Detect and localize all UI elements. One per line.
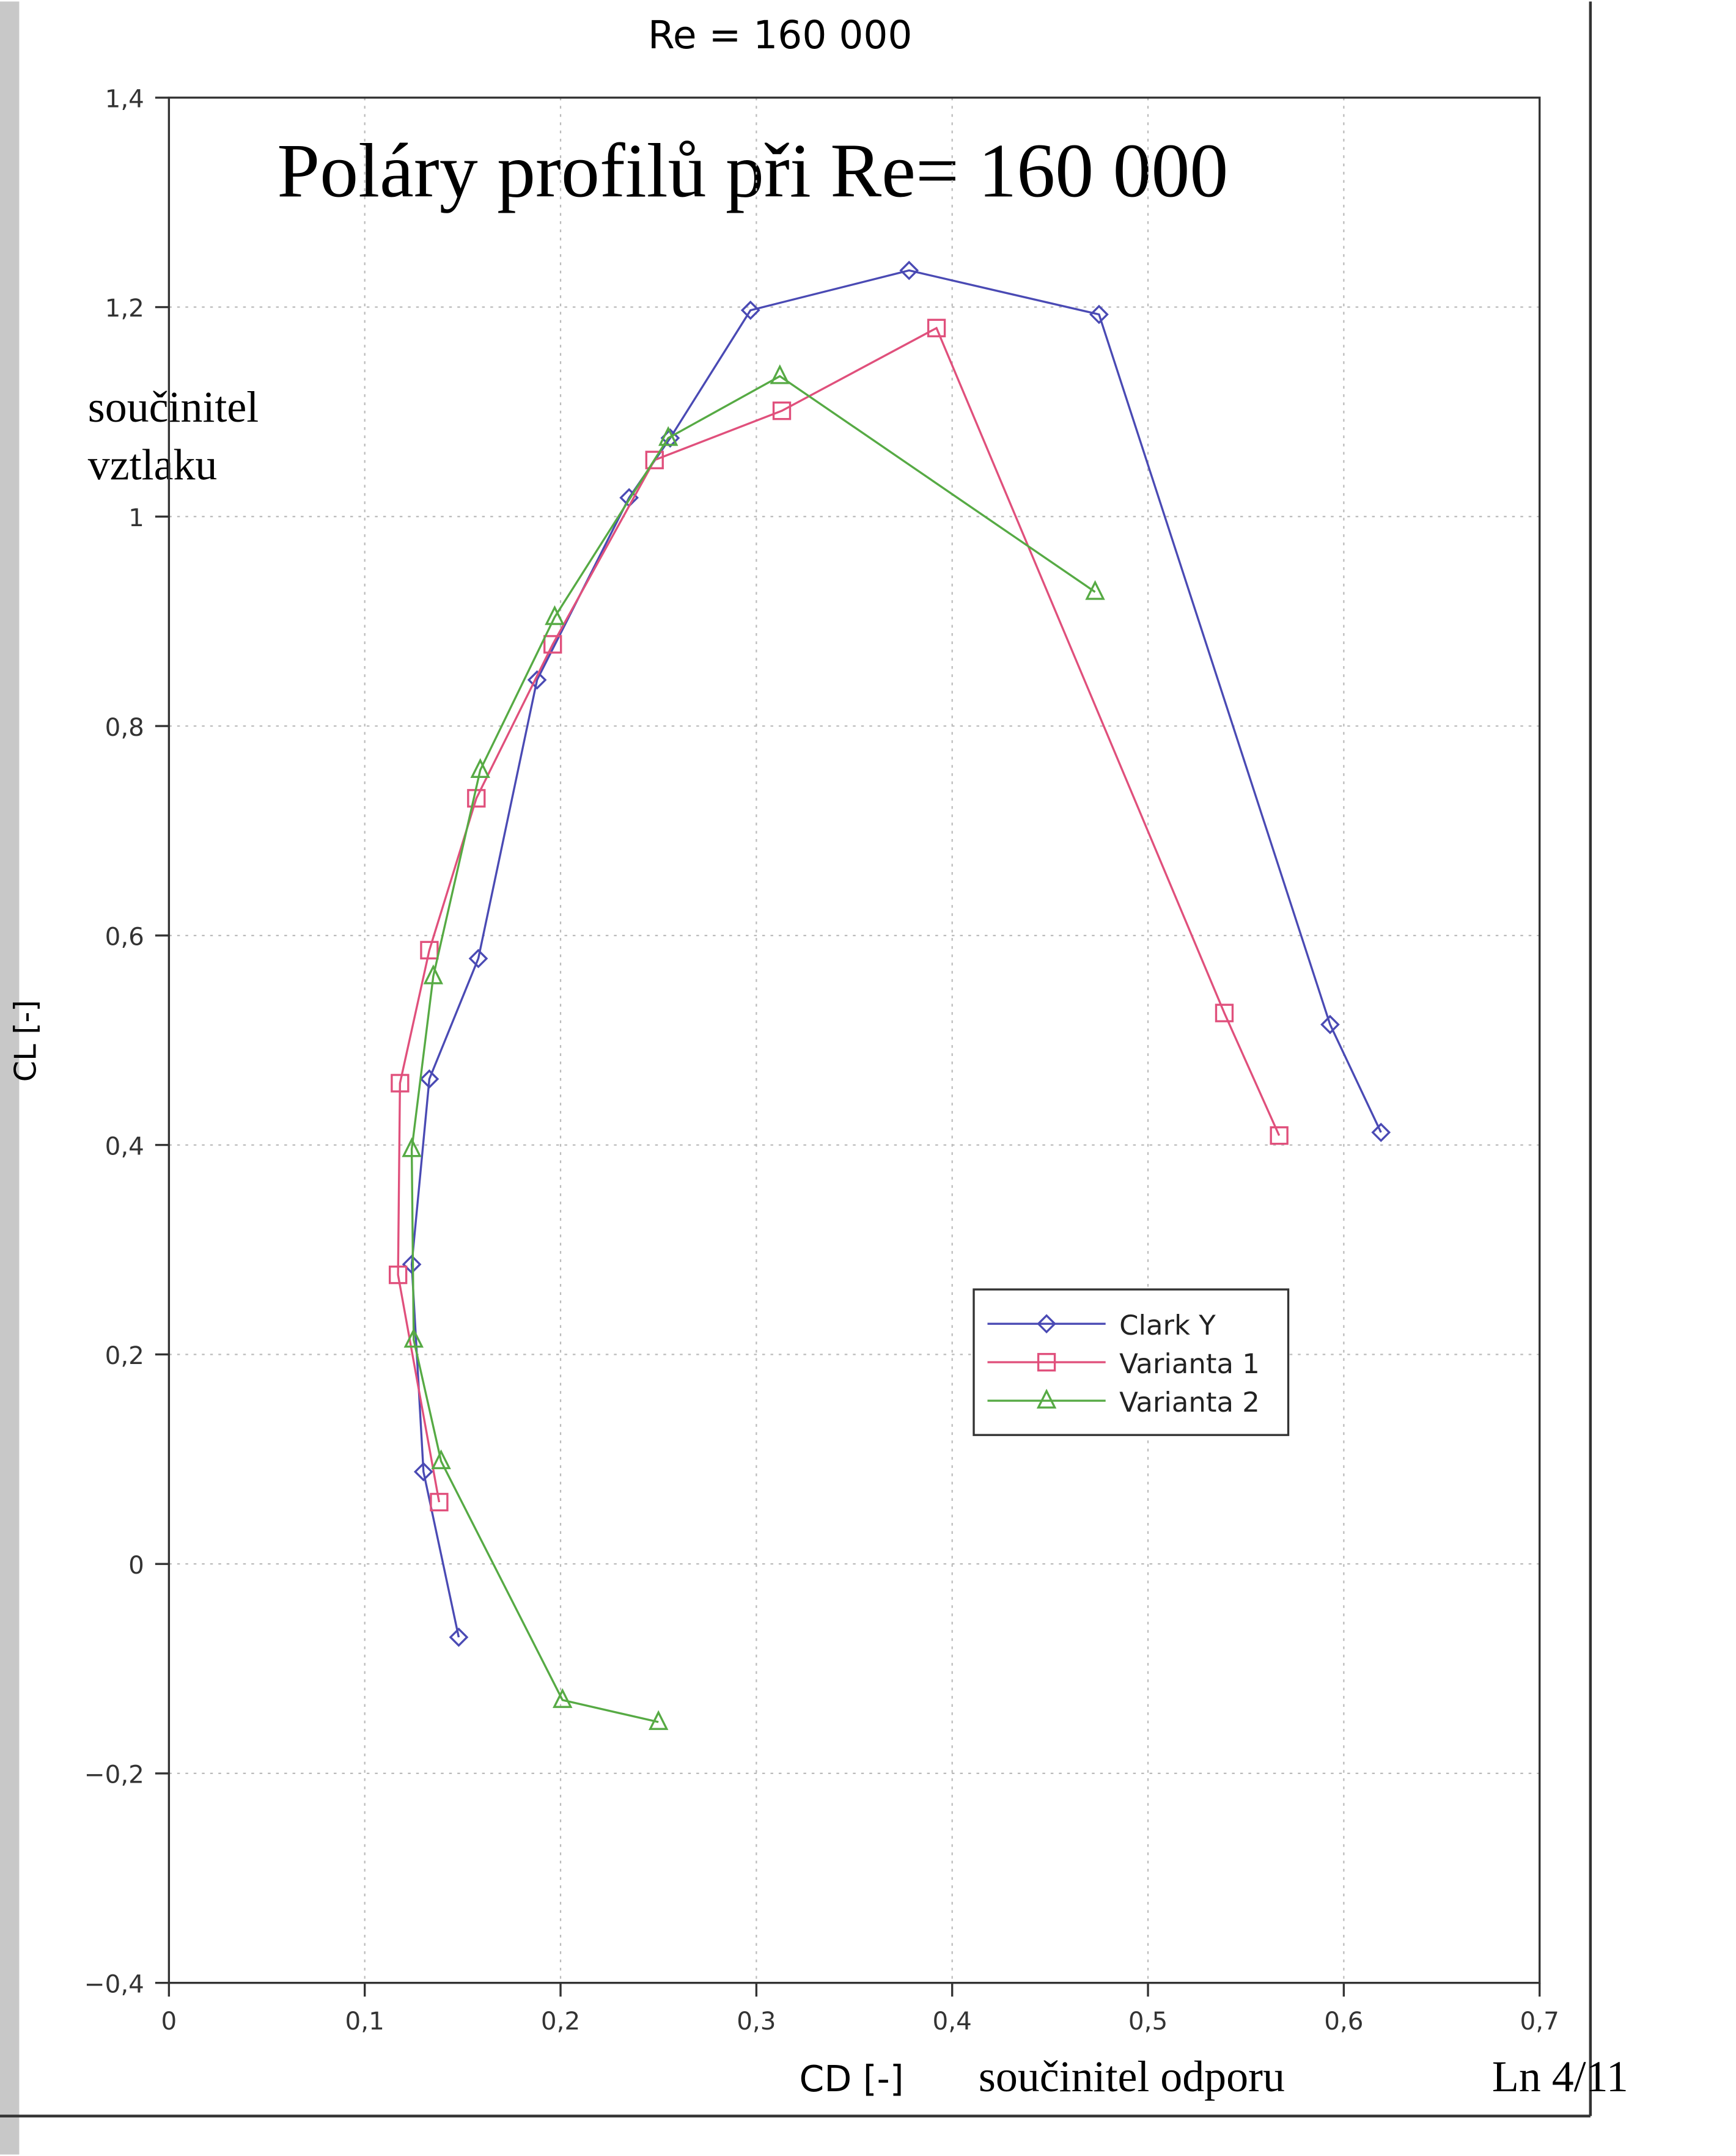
marker xyxy=(553,1688,573,1708)
marker xyxy=(527,670,547,690)
marker xyxy=(449,1627,469,1647)
y-tick-label: 0,6 xyxy=(105,922,144,952)
y-tick-label: −0,2 xyxy=(84,1760,144,1789)
y-tick-label: 1,2 xyxy=(105,293,144,323)
x-tick-label: 0,1 xyxy=(345,2006,384,2036)
marker xyxy=(1270,1126,1289,1145)
x-tick-label: 0 xyxy=(161,2006,177,2036)
marker xyxy=(1085,580,1105,600)
y-tick-label: 0,8 xyxy=(105,713,144,742)
y-tick-label: −0,4 xyxy=(84,1969,144,1998)
marker xyxy=(1215,1003,1234,1022)
marker xyxy=(658,426,679,446)
marker xyxy=(1371,1123,1391,1142)
y-tick-label: 0 xyxy=(128,1550,144,1580)
marker xyxy=(403,1327,424,1348)
x-tick-label: 0,4 xyxy=(933,2006,972,2036)
marker xyxy=(543,635,562,654)
marker xyxy=(899,260,919,280)
marker xyxy=(740,300,760,320)
chart-title: Re = 160 000 xyxy=(648,13,912,57)
y-note: součinitel xyxy=(88,383,259,431)
marker xyxy=(423,964,444,985)
heading: Poláry profilů při Re= 160 000 xyxy=(277,129,1228,214)
x-tick-label: 0,2 xyxy=(541,2006,580,2036)
marker xyxy=(391,1074,410,1093)
marker xyxy=(413,1462,433,1482)
series-line xyxy=(410,375,1096,1723)
scan-edge xyxy=(0,1,20,2155)
marker xyxy=(420,941,439,959)
y-tick-label: 0,2 xyxy=(105,1341,144,1370)
x-tick-label: 0,7 xyxy=(1520,2006,1559,2036)
y-axis-label: CL [-] xyxy=(7,1000,43,1082)
legend-label: Varianta 1 xyxy=(1119,1348,1260,1380)
legend-label: Clark Y xyxy=(1119,1309,1216,1341)
x-tick-label: 0,5 xyxy=(1128,2006,1168,2036)
marker xyxy=(402,1137,422,1157)
marker xyxy=(430,1492,449,1512)
legend-label: Varianta 2 xyxy=(1119,1386,1260,1418)
marker xyxy=(545,605,565,625)
y-tick-label: 1 xyxy=(128,503,144,532)
page-number: Ln 4/11 xyxy=(1492,2052,1628,2101)
marker xyxy=(645,450,664,469)
marker xyxy=(927,318,946,337)
y-tick-label: 0,4 xyxy=(105,1131,144,1160)
y-note: vztlaku xyxy=(88,440,218,489)
marker xyxy=(1089,304,1109,324)
marker xyxy=(648,1710,669,1730)
x-tick-label: 0,6 xyxy=(1324,2006,1363,2036)
x-axis-label: CD [-] xyxy=(800,2058,904,2100)
series-line xyxy=(397,326,1281,1503)
marker xyxy=(1036,1388,1057,1409)
y-tick-label: 1,4 xyxy=(105,84,144,113)
x-note: součinitel odporu xyxy=(979,2052,1285,2101)
x-tick-label: 0,3 xyxy=(737,2006,776,2036)
marker xyxy=(470,758,490,778)
marker xyxy=(1320,1014,1340,1035)
marker xyxy=(431,1449,451,1470)
plot-frame xyxy=(167,97,1541,1984)
marker xyxy=(419,1069,440,1089)
marker xyxy=(1037,1352,1056,1372)
series-line xyxy=(410,269,1382,1638)
marker xyxy=(770,364,790,384)
marker xyxy=(772,402,792,420)
marker xyxy=(388,1265,408,1285)
marker xyxy=(402,1255,422,1274)
marker xyxy=(468,948,488,969)
marker xyxy=(1037,1314,1056,1334)
